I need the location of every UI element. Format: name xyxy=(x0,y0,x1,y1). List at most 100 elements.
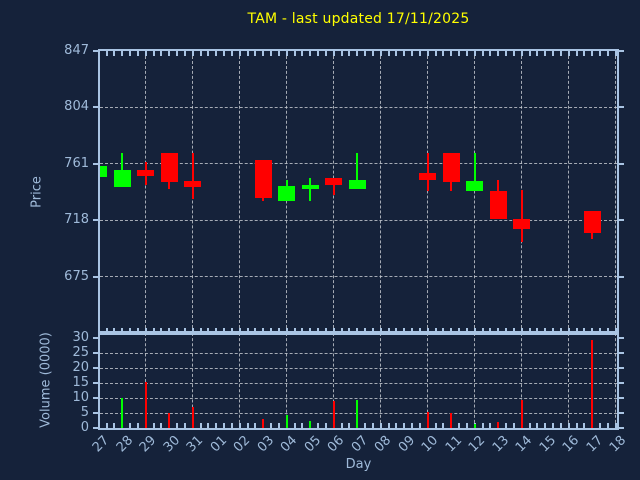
x-tick-mark xyxy=(223,423,226,428)
x-tick-mark xyxy=(105,51,108,56)
candle-body-day-03 xyxy=(254,159,272,198)
x-tick-mark xyxy=(152,51,155,56)
volume-bar-day-11 xyxy=(450,413,453,428)
x-tick-mark xyxy=(136,423,139,428)
price-tick-mark-847 xyxy=(93,50,99,52)
x-tick-mark xyxy=(183,328,186,333)
x-tick-mark xyxy=(121,51,124,56)
x-tick-mark xyxy=(497,51,500,56)
x-tick-mark xyxy=(223,328,226,333)
x-tick-mark xyxy=(465,51,468,56)
x-tick-mark xyxy=(293,328,296,333)
x-tick-mark xyxy=(458,328,461,333)
volume-bar-day-12 xyxy=(473,423,476,428)
volume-tick-mark-5 xyxy=(93,412,99,415)
price-tick-mark-right-718 xyxy=(618,219,624,222)
x-tick-mark xyxy=(512,423,515,428)
x-tick-mark xyxy=(505,51,508,56)
x-tick-mark xyxy=(309,51,312,56)
candle-body-day-10 xyxy=(419,172,437,180)
price-vgridline-day-10 xyxy=(427,51,429,333)
x-tick-mark xyxy=(160,51,163,56)
x-tick-mark xyxy=(301,423,304,428)
x-tick-mark xyxy=(528,423,531,428)
volume-bar-day-07 xyxy=(356,399,359,428)
x-tick-mark xyxy=(544,51,547,56)
x-tick-mark xyxy=(364,328,367,333)
x-tick-mark xyxy=(599,328,602,333)
x-tick-mark xyxy=(144,328,147,333)
x-tick-mark xyxy=(254,423,257,428)
x-tick-mark xyxy=(183,423,186,428)
volume-bar-day-04 xyxy=(285,414,288,428)
volume-bar-day-30 xyxy=(168,413,171,428)
x-tick-mark xyxy=(481,51,484,56)
x-tick-mark xyxy=(262,328,265,333)
x-tick-mark xyxy=(552,328,555,333)
x-tick-mark xyxy=(395,328,398,333)
x-tick-label-16: 16 xyxy=(560,433,583,456)
x-tick-mark xyxy=(364,423,367,428)
candle-wick-day-10 xyxy=(426,153,429,192)
x-tick-mark xyxy=(418,51,421,56)
volume-panel xyxy=(100,333,617,428)
price-tick-mark-right-675 xyxy=(618,275,624,278)
price-tick-mark-804 xyxy=(93,106,99,109)
volume-bar-day-17 xyxy=(591,339,594,428)
x-tick-mark xyxy=(176,328,179,333)
x-tick-mark xyxy=(583,328,586,333)
x-tick-mark xyxy=(458,51,461,56)
x-tick-mark xyxy=(403,51,406,56)
x-tick-mark xyxy=(121,328,124,333)
volume-axis-label: Volume (0000) xyxy=(38,332,54,428)
candle-wick-day-14 xyxy=(520,190,523,243)
x-tick-mark xyxy=(113,423,116,428)
volume-tick-label-0: 0 xyxy=(80,420,89,435)
x-tick-mark xyxy=(536,51,539,56)
x-tick-mark xyxy=(599,51,602,56)
x-tick-mark xyxy=(567,51,570,56)
x-tick-mark xyxy=(426,328,429,333)
volume-bar-day-03 xyxy=(262,419,265,428)
x-tick-label-28: 28 xyxy=(113,433,136,456)
x-tick-mark xyxy=(113,51,116,56)
price-vgridline-day-29 xyxy=(145,51,147,333)
x-tick-mark xyxy=(356,328,359,333)
x-tick-label-31: 31 xyxy=(184,433,207,456)
x-tick-mark xyxy=(348,51,351,56)
volume-tick-mark-0 xyxy=(93,427,99,429)
x-tick-mark xyxy=(207,328,210,333)
x-tick-mark xyxy=(567,328,570,333)
x-tick-mark xyxy=(332,51,335,56)
x-tick-mark xyxy=(379,328,382,333)
x-tick-label-11: 11 xyxy=(442,433,465,456)
x-tick-mark xyxy=(293,51,296,56)
volume-vgridline-day-08 xyxy=(380,333,382,428)
x-tick-label-30: 30 xyxy=(160,433,183,456)
x-tick-mark xyxy=(324,51,327,56)
x-tick-mark xyxy=(458,423,461,428)
x-tick-mark xyxy=(473,328,476,333)
volume-bar-day-31 xyxy=(191,407,194,428)
x-tick-mark xyxy=(285,51,288,56)
volume-gridline-5 xyxy=(100,412,617,414)
x-tick-mark xyxy=(559,328,562,333)
volume-bar-day-13 xyxy=(497,422,500,428)
price-axis-label: Price xyxy=(29,176,45,208)
x-tick-mark xyxy=(552,423,555,428)
price-tick-mark-718 xyxy=(93,219,99,222)
x-tick-mark xyxy=(450,51,453,56)
x-tick-mark xyxy=(387,51,390,56)
volume-tick-mark-right-30 xyxy=(618,337,624,340)
price-gridline-675 xyxy=(100,276,617,278)
price-tick-mark-761 xyxy=(93,162,99,165)
x-tick-label-06: 06 xyxy=(325,433,348,456)
x-tick-mark xyxy=(168,51,171,56)
x-tick-mark xyxy=(152,328,155,333)
candle-body-day-13 xyxy=(489,191,507,219)
x-tick-mark xyxy=(105,328,108,333)
x-tick-mark xyxy=(599,423,602,428)
price-tick-label-847: 847 xyxy=(64,43,89,58)
x-tick-mark xyxy=(246,51,249,56)
x-tick-mark xyxy=(183,51,186,56)
